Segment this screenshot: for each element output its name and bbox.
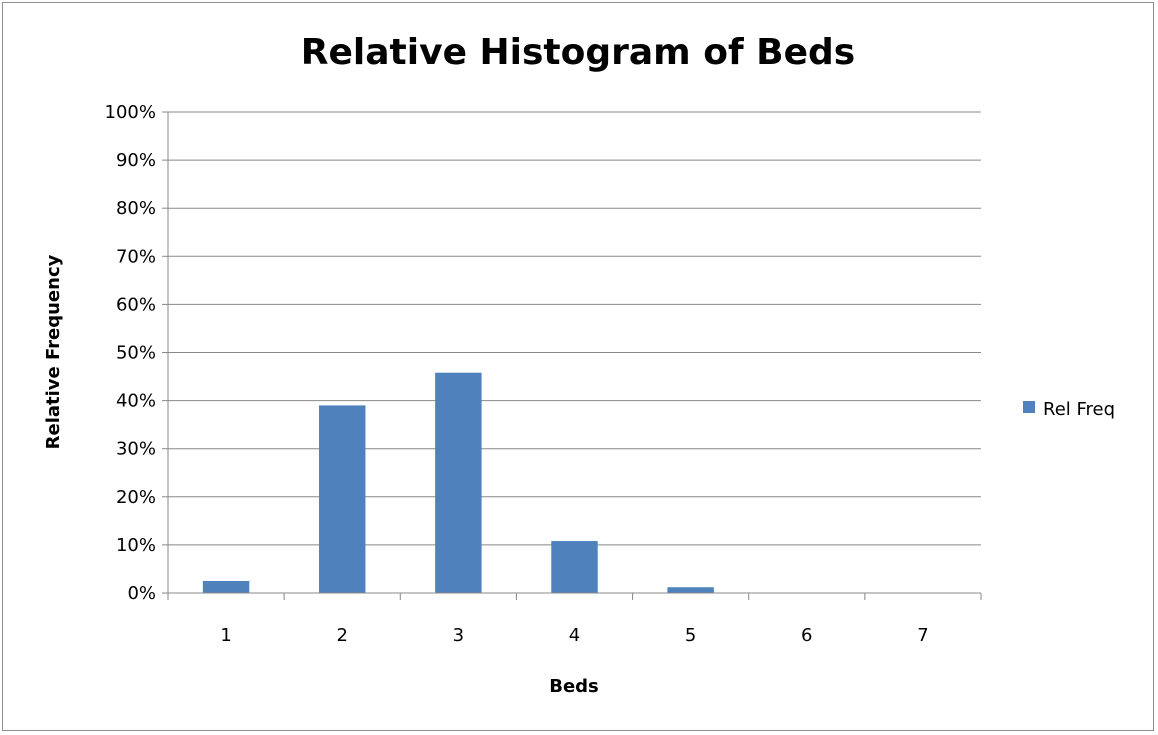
- axes: [167, 112, 982, 600]
- y-tick-label: 10%: [116, 535, 156, 556]
- y-tick-label: 80%: [116, 198, 156, 219]
- chart-title: Relative Histogram of Beds: [301, 32, 855, 73]
- x-tick-label: 4: [569, 625, 580, 646]
- x-tick-label: 7: [917, 625, 928, 646]
- gridlines: [162, 111, 981, 594]
- y-tick-labels: 0% 10% 20% 30% 40% 50% 60% 70% 80% 90% 100%: [105, 102, 156, 604]
- y-tick-label: 30%: [116, 439, 156, 460]
- y-tick-label: 0%: [127, 583, 156, 604]
- y-axis-title: Relative Frequency: [43, 254, 64, 449]
- legend: Rel Freq: [1023, 399, 1115, 420]
- y-tick-label: 70%: [116, 246, 156, 267]
- bar: [202, 580, 250, 593]
- x-tick-label: 5: [685, 625, 696, 646]
- x-tick-label: 6: [801, 625, 812, 646]
- bar: [667, 587, 714, 593]
- x-axis-title: Beds: [549, 676, 599, 697]
- x-tick-label: 2: [336, 625, 347, 646]
- bar: [435, 372, 482, 593]
- bar: [318, 405, 366, 593]
- legend-swatch: [1023, 401, 1035, 413]
- y-tick-label: 100%: [105, 102, 156, 123]
- y-tick-label: 20%: [116, 487, 156, 508]
- y-tick-label: 50%: [116, 343, 156, 364]
- x-tick-labels: 1 2 3 4 5 6 7: [220, 625, 928, 646]
- x-tick-label: 3: [453, 625, 464, 646]
- y-tick-label: 40%: [116, 391, 156, 412]
- bars: [202, 372, 714, 593]
- y-tick-label: 60%: [116, 294, 156, 315]
- bar: [551, 541, 598, 593]
- legend-label: Rel Freq: [1043, 399, 1115, 420]
- y-tick-label: 90%: [116, 150, 156, 171]
- x-tick-label: 1: [220, 625, 231, 646]
